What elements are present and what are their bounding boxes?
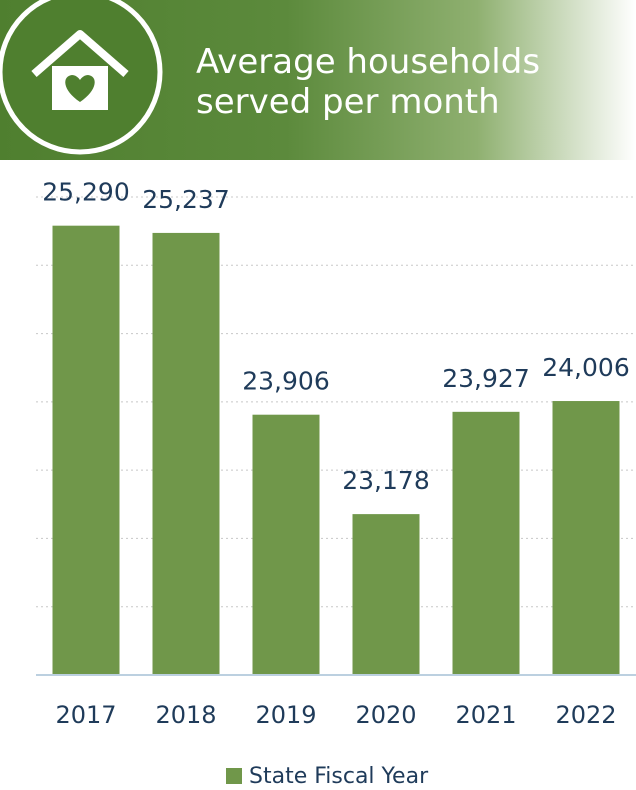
bar bbox=[152, 232, 220, 676]
data-label: 24,006 bbox=[542, 353, 629, 382]
x-tick-label: 2022 bbox=[555, 701, 616, 729]
bar bbox=[252, 414, 320, 675]
heart bbox=[65, 75, 95, 102]
x-tick-label: 2019 bbox=[255, 701, 316, 729]
banner: Average households served per month bbox=[0, 0, 636, 160]
banner-icon bbox=[0, 0, 163, 155]
x-tick-label: 2018 bbox=[155, 701, 216, 729]
bar bbox=[452, 411, 520, 675]
roof bbox=[31, 30, 129, 78]
data-label: 25,237 bbox=[142, 185, 229, 214]
legend-swatch bbox=[226, 768, 242, 784]
chart-title: Average households served per month bbox=[196, 42, 541, 122]
data-label: 23,906 bbox=[242, 367, 329, 396]
legend-label: State Fiscal Year bbox=[249, 764, 429, 789]
x-tick-label: 2020 bbox=[355, 701, 416, 729]
x-tick-label: 2021 bbox=[455, 701, 516, 729]
bar bbox=[552, 401, 620, 675]
x-tick-label: 2017 bbox=[55, 701, 116, 729]
data-label: 23,927 bbox=[442, 364, 529, 393]
data-label: 25,290 bbox=[42, 178, 129, 207]
bar bbox=[52, 225, 120, 675]
bar bbox=[352, 514, 420, 675]
data-label: 23,178 bbox=[342, 466, 429, 495]
